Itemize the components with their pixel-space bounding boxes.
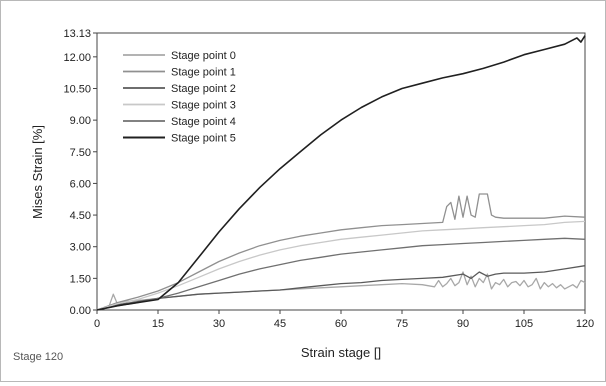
plot-area — [96, 32, 586, 311]
x-tick-label: 120 — [576, 318, 594, 330]
legend-label: Stage point 5 — [171, 133, 236, 145]
y-tick-label: 7.50 — [70, 147, 91, 159]
x-tick-label: 60 — [335, 318, 347, 330]
series-line-stage-point-2 — [96, 265, 586, 311]
x-tick-label: 15 — [152, 318, 164, 330]
series-line-stage-point-3 — [96, 220, 586, 311]
series-line-stage-point-4 — [96, 237, 586, 311]
x-tick-label: 75 — [396, 318, 408, 330]
y-tick-label: 13.13 — [63, 28, 91, 40]
y-tick-label: 6.00 — [70, 178, 91, 190]
x-tick-label: 90 — [457, 318, 469, 330]
series-lines — [96, 35, 586, 311]
x-tick-label: 30 — [213, 318, 225, 330]
series-line-stage-point-1 — [96, 193, 586, 311]
y-tick-label: 4.50 — [70, 210, 91, 222]
legend-label: Stage point 4 — [171, 116, 236, 128]
x-axis: 0 15 30 45 60 75 90 105 120 — [94, 310, 594, 330]
legend-label: Stage point 0 — [171, 50, 236, 62]
x-tick-label: 105 — [515, 318, 533, 330]
legend-label: Stage point 3 — [171, 100, 236, 112]
legend-label: Stage point 2 — [171, 83, 236, 95]
y-axis: 0.00 1.50 3.00 4.50 6.00 7.50 9.00 10.50 12.00 13… — [63, 28, 97, 317]
y-tick-label: 12.00 — [63, 52, 91, 64]
y-tick-label: 10.50 — [63, 83, 91, 95]
y-tick-label: 1.50 — [70, 273, 91, 285]
x-axis-title: Strain stage [] — [301, 345, 381, 360]
y-axis-title: Mises Strain [%] — [30, 125, 45, 219]
series-line-stage-point-5 — [96, 35, 586, 311]
x-tick-label: 0 — [94, 318, 100, 330]
x-tick-label: 45 — [274, 318, 286, 330]
stage-label: Stage 120 — [13, 351, 63, 363]
y-tick-label: 0.00 — [70, 305, 91, 317]
y-tick-label: 9.00 — [70, 115, 91, 127]
legend-label: Stage point 1 — [171, 67, 236, 79]
y-tick-label: 3.00 — [70, 242, 91, 254]
legend: Stage point 0 Stage point 1 Stage point 2 S… — [123, 50, 236, 145]
